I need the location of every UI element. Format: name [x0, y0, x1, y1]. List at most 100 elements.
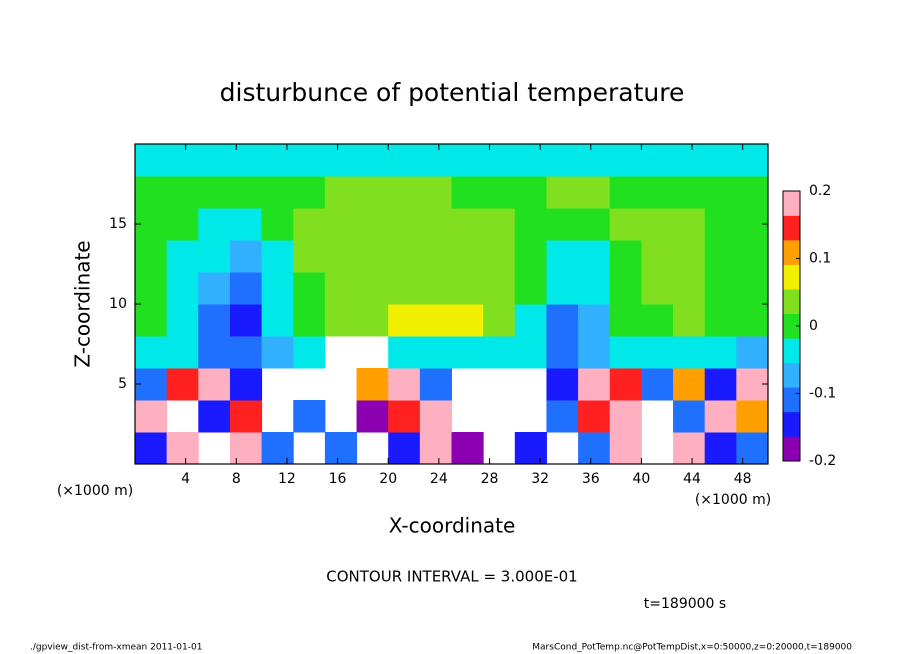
heat-cell: [609, 400, 642, 433]
colorbar-band: [783, 240, 800, 265]
heat-cell: [483, 176, 516, 209]
colorbar-tick-label: 0.2: [809, 183, 831, 199]
heat-cell: [483, 240, 516, 273]
heat-cell: [483, 304, 516, 337]
heat-cell: [135, 176, 168, 209]
heat-cell: [135, 240, 168, 273]
heat-cell: [198, 336, 231, 369]
heat-cell: [578, 272, 611, 305]
heat-cell: [166, 208, 199, 241]
heat-cell: [736, 176, 769, 209]
heat-cell: [451, 336, 484, 369]
heat-cell: [546, 144, 579, 177]
colorbar-band: [783, 264, 800, 290]
heat-cell: [388, 240, 421, 273]
contour-note: CONTOUR INTERVAL = 3.000E-01: [326, 568, 577, 586]
heat-cell: [451, 272, 484, 305]
heat-cell: [451, 208, 484, 241]
heat-cell: [483, 144, 516, 177]
heat-cell: [578, 208, 611, 241]
heat-cell: [673, 400, 706, 433]
heat-cell: [704, 304, 737, 337]
heat-cell: [578, 336, 611, 369]
time-label: t=189000 s: [644, 596, 726, 612]
x-tick-label: 28: [481, 471, 499, 487]
heat-cell: [736, 240, 769, 273]
heat-cell: [229, 240, 263, 273]
colorbar-band: [783, 338, 800, 364]
heat-cell: [419, 240, 452, 273]
heat-cell: [736, 144, 769, 177]
heat-cell: [704, 272, 737, 305]
heat-cell: [673, 304, 706, 337]
heat-cell: [578, 304, 611, 337]
footer-left: ./gpview_dist-from-xmean 2011-01-01: [30, 643, 202, 653]
colorbar-band: [783, 411, 800, 437]
heat-cell: [324, 432, 358, 465]
heat-cell: [166, 272, 199, 305]
heat-cell: [356, 368, 389, 401]
heat-cell: [609, 208, 642, 241]
heat-cell: [229, 336, 263, 369]
y-tick-label: 5: [118, 376, 127, 392]
heat-cell: [198, 208, 231, 241]
heat-cell: [293, 144, 326, 177]
heat-cell: [673, 208, 706, 241]
heat-cell: [293, 176, 326, 209]
heat-cell: [356, 144, 389, 177]
heat-cell: [198, 176, 231, 209]
heat-cell: [135, 400, 168, 433]
heat-cell: [135, 432, 168, 465]
heat-cell: [388, 272, 421, 305]
heat-cell: [356, 240, 389, 273]
heat-cell: [673, 144, 706, 177]
heat-cell: [578, 144, 611, 177]
heat-cell: [135, 144, 168, 177]
heat-cell: [356, 176, 389, 209]
colorbar-band: [783, 215, 800, 241]
heat-cell: [704, 400, 737, 433]
heat-cell: [229, 432, 263, 465]
heat-cell: [229, 176, 263, 209]
heat-cell: [704, 208, 737, 241]
heat-cell: [704, 240, 737, 273]
heat-cell: [483, 208, 516, 241]
heat-cell: [419, 336, 452, 369]
x-tick-label: 36: [582, 471, 600, 487]
y-tick-label: 10: [109, 296, 127, 312]
heat-cell: [546, 240, 579, 273]
x-unit-label: (×1000 m): [695, 492, 771, 508]
colorbar-band: [783, 436, 800, 462]
heat-cell: [388, 336, 421, 369]
heat-cell: [293, 304, 326, 337]
heat-cell: [356, 272, 389, 305]
heat-cell: [198, 304, 231, 337]
heat-cell: [229, 304, 263, 337]
heat-cell: [229, 144, 263, 177]
heat-cell: [419, 272, 452, 305]
heat-cell: [736, 432, 769, 465]
heat-cell: [135, 272, 168, 305]
x-tick-label: 20: [379, 471, 397, 487]
x-tick-label: 8: [232, 471, 241, 487]
heat-cell: [198, 144, 231, 177]
heat-cell: [261, 240, 294, 273]
heat-cell: [388, 208, 421, 241]
heat-cell: [166, 240, 199, 273]
heat-cell: [324, 272, 358, 305]
heat-cell: [198, 400, 231, 433]
heat-cell: [546, 400, 579, 433]
heat-cell: [229, 400, 263, 433]
heat-cell: [609, 240, 642, 273]
heat-cell: [166, 304, 199, 337]
heat-cell: [578, 400, 611, 433]
heat-cell: [609, 368, 642, 401]
heat-cell: [388, 144, 421, 177]
heat-cell: [736, 400, 769, 433]
heat-cell: [419, 144, 452, 177]
heat-cell: [704, 368, 737, 401]
x-tick-label: 48: [734, 471, 752, 487]
x-axis-label: X-coordinate: [389, 514, 516, 538]
heat-cell: [324, 304, 358, 337]
